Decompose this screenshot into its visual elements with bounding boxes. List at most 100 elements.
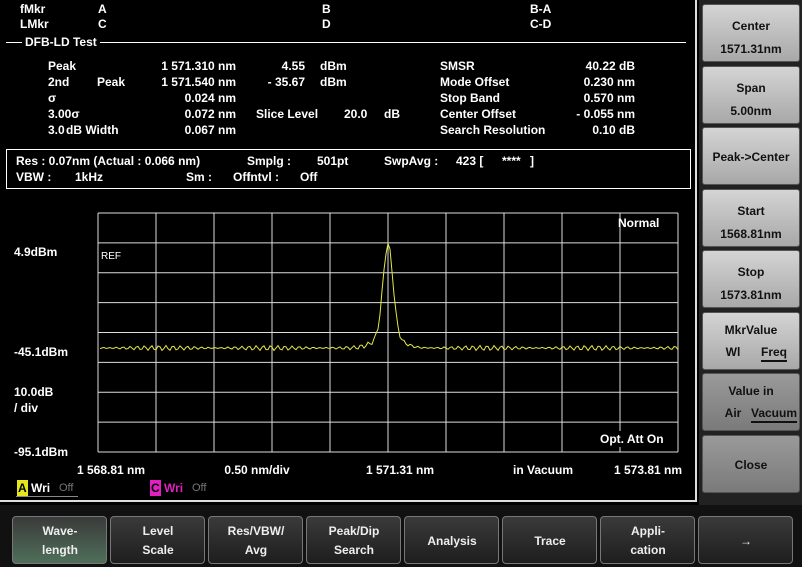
tab-button[interactable] xyxy=(208,516,303,564)
result-value: - 0.055 nm xyxy=(576,107,635,121)
tab-button[interactable] xyxy=(306,516,401,564)
side-button[interactable] xyxy=(702,4,800,62)
marker-label: fMkr xyxy=(20,2,46,16)
tab-label: Peak/Dip xyxy=(328,524,380,538)
y-axis-label: 4.9dBm xyxy=(14,245,58,259)
setting-text: Sm : xyxy=(186,170,213,184)
result-value: 4.55 xyxy=(281,59,305,73)
result-unit: dBm xyxy=(320,59,347,73)
spectrum-trace xyxy=(99,241,679,352)
result-label: Peak xyxy=(48,59,77,73)
result-value: 0.230 nm xyxy=(583,75,635,89)
result-label: Search Resolution xyxy=(440,123,546,137)
result-value: 20.0 xyxy=(344,107,368,121)
button-option: Vacuum xyxy=(750,405,798,423)
test-title: DFB-LD Test xyxy=(22,34,100,50)
button-value: 1573.81nm xyxy=(720,288,782,302)
result-value: 0.570 nm xyxy=(583,91,635,105)
button-label: Center xyxy=(731,19,771,33)
side-button[interactable] xyxy=(702,250,800,308)
trace-write: Wri xyxy=(164,481,184,495)
x-axis-label: 1 571.31 nm xyxy=(365,463,435,477)
screen-frame xyxy=(0,0,697,502)
marker-label: B xyxy=(322,2,331,16)
tab-button[interactable] xyxy=(502,516,597,564)
result-label: 3.00σ xyxy=(48,107,80,121)
y-axis-label: 10.0dB xyxy=(14,385,54,399)
result-label: σ xyxy=(48,91,57,105)
tab-label: Wave- xyxy=(42,524,78,538)
setting-text: 501pt xyxy=(317,154,349,168)
result-label: dB Width xyxy=(66,123,119,137)
side-button[interactable] xyxy=(702,434,800,493)
tab-label: Trace xyxy=(534,534,566,548)
setting-text: Res : 0.07nm (Actual : 0.066 nm) xyxy=(16,154,201,168)
button-label: Peak->Center xyxy=(712,150,790,164)
grid xyxy=(97,212,679,453)
tab-label: Res/VBW/ xyxy=(227,524,285,538)
marker-label: B-A xyxy=(530,2,552,16)
setting-text: SwpAvg : xyxy=(384,154,439,168)
setting-text: VBW : xyxy=(16,170,52,184)
result-value: 0.024 nm xyxy=(184,91,236,105)
tab-button[interactable] xyxy=(110,516,205,564)
button-label: Stop xyxy=(737,265,765,279)
y-axis-label: / div xyxy=(14,401,39,415)
result-value: 0.072 nm xyxy=(184,107,236,121)
result-unit: dBm xyxy=(320,75,347,89)
setting-text: Intvl : xyxy=(247,170,279,184)
tab-label: Analysis xyxy=(427,534,477,548)
result-label: Peak xyxy=(97,75,126,89)
result-value: 1 571.540 nm xyxy=(161,75,236,89)
trace-write: Wri xyxy=(31,481,51,495)
tab-button[interactable] xyxy=(698,516,793,564)
result-label: Slice Level xyxy=(256,107,319,121)
result-label: Stop Band xyxy=(440,91,500,105)
result-label: SMSR xyxy=(440,59,475,73)
result-label: 3.0 xyxy=(48,123,65,137)
tab-label: Scale xyxy=(142,543,174,557)
result-value: 0.067 nm xyxy=(184,123,236,137)
y-axis-label: -95.1dBm xyxy=(14,445,69,459)
button-value: 1571.31nm xyxy=(720,42,782,56)
side-button[interactable] xyxy=(702,188,800,247)
setting-text: ] xyxy=(530,154,534,168)
trace-state: Off xyxy=(192,482,207,494)
result-label: Mode Offset xyxy=(440,75,510,89)
side-button[interactable] xyxy=(702,127,800,185)
ref-label: REF xyxy=(101,251,121,262)
result-unit: dB xyxy=(384,107,400,121)
marker-label: LMkr xyxy=(20,17,49,31)
tab-label: Level xyxy=(142,524,174,538)
tab-button[interactable] xyxy=(600,516,695,564)
x-axis-label: 1 573.81 nm xyxy=(613,463,683,477)
tab-button[interactable] xyxy=(404,516,499,564)
x-axis-label: in Vacuum xyxy=(512,463,574,477)
button-label: Span xyxy=(736,80,766,95)
x-axis-label: 1 568.81 nm xyxy=(76,463,146,477)
setting-text: **** xyxy=(502,154,521,168)
tab-label: Search xyxy=(333,543,375,557)
side-button[interactable] xyxy=(702,65,800,124)
result-value: 40.22 dB xyxy=(585,59,635,73)
tab-label: length xyxy=(42,543,78,557)
attenuator-label: Opt. Att On xyxy=(598,431,666,447)
trace-mode: Normal xyxy=(618,216,660,230)
trace-legend-line xyxy=(16,496,78,497)
result-label: 2nd xyxy=(48,75,70,89)
button-label: Start xyxy=(737,203,765,218)
x-axis-label: 0.50 nm/div xyxy=(224,463,290,477)
tab-label: cation xyxy=(630,543,666,557)
marker-label: D xyxy=(322,17,331,31)
button-value: 5.00nm xyxy=(730,103,772,118)
button-option: Wl xyxy=(725,344,741,359)
result-value: 0.10 dB xyxy=(592,123,635,137)
setting-text: Smplg : xyxy=(247,154,291,168)
marker-label: C xyxy=(98,17,107,31)
marker-label: C-D xyxy=(530,17,552,31)
settings-box xyxy=(6,149,691,189)
tab-button[interactable] xyxy=(12,516,107,564)
trace-state: Off xyxy=(59,482,74,494)
